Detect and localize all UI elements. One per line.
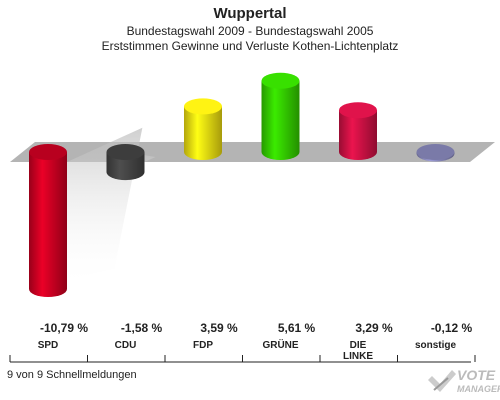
category-label: sonstige (415, 340, 457, 351)
category-label: CDU (115, 340, 137, 351)
bar-body (261, 80, 300, 160)
bar-sonstige (416, 144, 455, 162)
chart-subtitle-district: Erststimmen Gewinne und Verluste Kothen-… (101, 39, 399, 53)
bar-body (184, 106, 222, 160)
category-label: GRÜNE (262, 338, 298, 351)
bar-top (339, 102, 377, 119)
category-label: FDP (193, 340, 213, 351)
chart-subtitle-election: Bundestagswahl 2009 - Bundestagswahl 200… (126, 24, 374, 38)
report-status: 9 von 9 Schnellmeldungen (7, 369, 137, 381)
bar-top (184, 98, 222, 115)
value-label: 3,59 % (200, 321, 238, 335)
value-label: 3,29 % (355, 321, 393, 335)
category-label: SPD (38, 340, 59, 351)
bar-top (261, 72, 300, 89)
chart-title: Wuppertal (213, 5, 287, 22)
logo-text-vote: VOTE (457, 367, 496, 383)
logo-text-manager: MANAGER (457, 384, 500, 394)
bar-body (106, 152, 145, 181)
bar-top (416, 144, 455, 160)
bar-cdu (106, 144, 156, 181)
bar-fdp (184, 98, 222, 160)
bar-grüne (261, 72, 300, 160)
bar-top (106, 144, 145, 160)
bar-body (29, 152, 67, 298)
category-label: LINKE (343, 351, 373, 362)
bar-body (339, 110, 377, 160)
category-label: DIE (350, 340, 367, 351)
value-label: -0,12 % (431, 321, 473, 335)
value-label: -1,58 % (121, 321, 163, 335)
bar-top (29, 144, 67, 160)
value-label: 5,61 % (278, 321, 316, 335)
vote-manager-logo (428, 370, 456, 392)
value-label: -10,79 % (40, 321, 88, 335)
bar-die-linke (339, 102, 377, 160)
